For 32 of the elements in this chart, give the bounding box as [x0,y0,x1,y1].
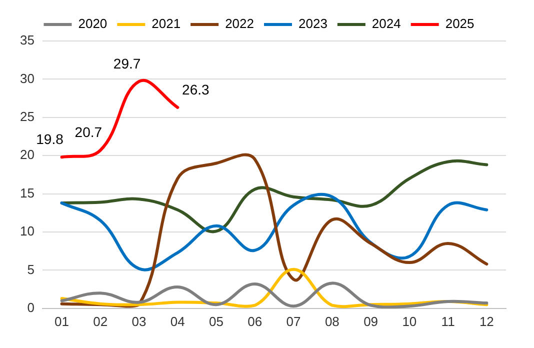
legend-label: 2021 [152,16,181,32]
x-tick-label: 10 [402,314,417,329]
x-tick-label: 11 [441,314,455,329]
y-tick-label: 25 [20,108,34,124]
y-tick-label: 35 [20,32,34,48]
x-tick-label: 04 [170,314,185,329]
legend-label: 2025 [445,16,474,32]
legend-label: 2024 [372,16,401,32]
y-tick-label: 30 [20,70,34,86]
legend-label: 2023 [298,16,328,32]
line-series [60,159,488,233]
legend-label: 2020 [78,16,108,32]
y-tick-label: 20 [20,147,34,162]
y-tick-label: 5 [27,262,34,277]
x-tick-label: 08 [324,314,340,329]
data-label: 20.7 [74,124,102,140]
x-tick-label: 06 [248,314,262,329]
x-tick-label: 02 [93,314,108,329]
x-tick-label: 01 [54,314,70,329]
x-tick-label: 09 [364,314,378,329]
y-tick-label: 10 [20,224,34,239]
x-tick-label: 12 [479,314,494,329]
x-tick-label: 07 [286,314,301,329]
line-series [60,282,488,308]
legend-label: 2022 [225,16,254,32]
data-label: 29.7 [113,55,141,72]
y-tick-label: 15 [20,185,34,200]
x-tick-label: 03 [132,314,146,329]
data-label: 26.3 [182,81,210,98]
x-tick-label: 05 [209,314,224,329]
y-tick-label: 0 [27,300,34,315]
data-label: 19.8 [36,130,64,147]
